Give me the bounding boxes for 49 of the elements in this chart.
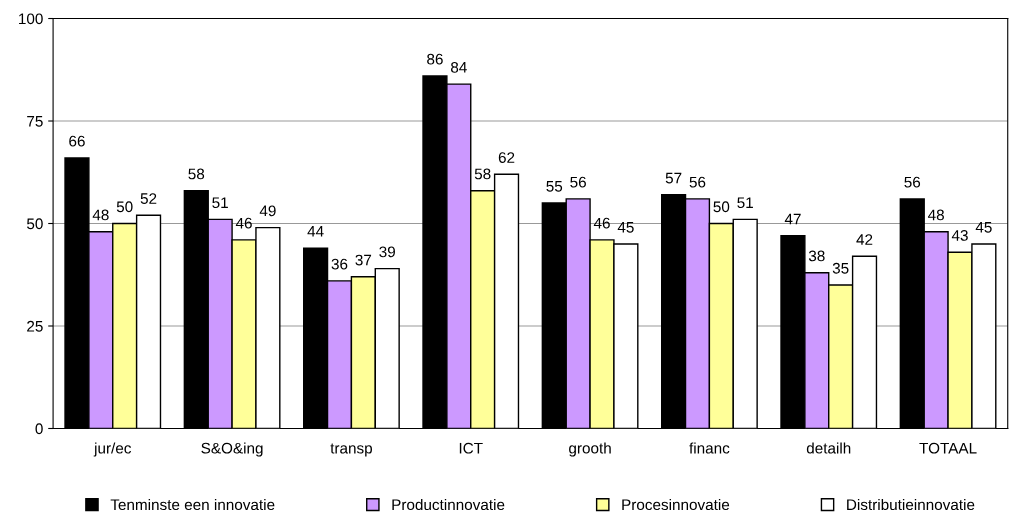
y-tick-label: 75: [27, 116, 43, 127]
x-tick-label: S&O&ing: [201, 442, 263, 457]
data-label: 48: [927, 209, 944, 221]
x-tick-label: jur/ec: [93, 442, 132, 457]
data-label: 51: [737, 197, 753, 209]
data-label: 57: [665, 172, 682, 184]
data-label: 47: [784, 213, 801, 225]
y-tick-label: 50: [26, 218, 43, 230]
data-label: 49: [259, 205, 276, 217]
data-label: 46: [235, 217, 252, 229]
data-label: 37: [355, 254, 372, 266]
x-tick-label: grooth: [569, 442, 611, 457]
data-label: 56: [689, 176, 706, 188]
data-label: 58: [188, 168, 205, 180]
data-label: 58: [474, 168, 491, 180]
data-label: 42: [856, 234, 873, 245]
x-tick-label: ICT: [459, 442, 483, 454]
data-label: 56: [570, 176, 586, 188]
y-tick-label: 100: [19, 13, 43, 25]
data-label: 66: [69, 135, 85, 147]
data-label: 35: [832, 262, 849, 274]
x-tick-label: TOTAAL: [919, 442, 977, 454]
data-label: 44: [307, 226, 324, 237]
y-tick-label: 25: [27, 320, 43, 332]
data-label: 55: [546, 180, 563, 192]
data-label: 38: [808, 250, 825, 262]
legend-label: Productinnovatie: [392, 498, 505, 511]
data-label: 86: [427, 53, 443, 65]
data-label: 45: [617, 221, 634, 233]
legend-label: Procesinnovatie: [622, 498, 730, 511]
x-tick-label: financ: [689, 442, 730, 454]
data-label: 48: [92, 209, 109, 221]
data-label: 51: [212, 197, 228, 209]
data-label: 50: [116, 201, 133, 213]
data-label: 39: [379, 246, 395, 258]
legend-label: Tenminste een innovatie: [110, 498, 275, 511]
data-label: 45: [975, 221, 992, 233]
data-label: 84: [450, 61, 467, 73]
data-label: 43: [951, 230, 968, 241]
data-label: 56: [904, 176, 921, 188]
data-label: 46: [593, 217, 610, 229]
data-label: 50: [713, 201, 730, 213]
data-label: 52: [140, 193, 157, 204]
x-tick-label: detailh: [806, 442, 851, 454]
y-tick-label: 0: [35, 423, 43, 435]
data-label: 36: [331, 258, 348, 270]
legend-label: Distributieinnovatie: [847, 498, 975, 511]
x-tick-label: transp: [330, 443, 373, 457]
data-label: 62: [498, 152, 515, 163]
